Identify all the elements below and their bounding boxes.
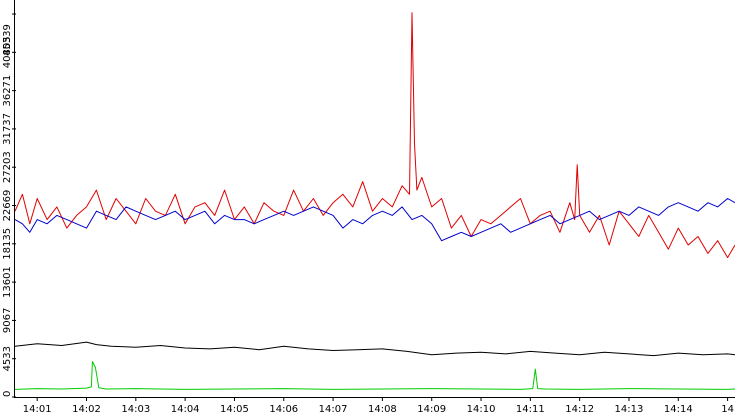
- y-tick-label: 45339: [2, 24, 13, 56]
- x-tick-label: 14:05: [220, 404, 249, 415]
- series-layer: [14, 12, 735, 390]
- x-tick-label: 14:09: [417, 404, 446, 415]
- series-line-4: [14, 361, 735, 390]
- y-tick-label: 31737: [2, 113, 13, 145]
- axes-layer: [14, 0, 735, 398]
- y-tick-label: 18135: [2, 228, 13, 260]
- x-tick-label: 14:10: [467, 404, 496, 415]
- y-tick-label: 9067: [2, 308, 13, 333]
- series-line-2: [14, 198, 735, 242]
- x-tick-label: 14:03: [121, 404, 150, 415]
- x-tick-label: 14:01: [23, 404, 52, 415]
- y-tick-label: 4533: [2, 346, 13, 371]
- y-tick-label: 36271: [2, 75, 13, 107]
- x-tick-label: 14:11: [516, 404, 545, 415]
- x-tick-label: 14:04: [171, 404, 200, 415]
- y-tick-label: 13601: [2, 266, 13, 298]
- x-tick-label: 14:07: [319, 404, 348, 415]
- x-tick-label: 14:06: [269, 404, 298, 415]
- y-tick-label: 0: [2, 391, 13, 397]
- series-line-3: [14, 341, 735, 357]
- x-ticks: 14:01 14:02 14:03 14:04 14:05 14:06 14:07 14:08…: [23, 397, 734, 415]
- x-tick-label: 14:08: [368, 404, 397, 415]
- y-tick-label: 40805: [2, 36, 13, 68]
- x-tick-label: 14:14: [664, 404, 693, 415]
- x-tick-label: 14: [721, 404, 734, 415]
- x-tick-label: 14:12: [565, 404, 594, 415]
- series-line-1: [14, 12, 735, 259]
- y-tick-label: 27203: [2, 151, 13, 183]
- x-tick-label: 14:13: [615, 404, 644, 415]
- y-tick-label: 22669: [2, 190, 13, 222]
- x-tick-label: 14:02: [72, 404, 101, 415]
- y-ticks: 0 4533 9067 13601 18135 22669 27203 31737 36271 4…: [2, 13, 16, 398]
